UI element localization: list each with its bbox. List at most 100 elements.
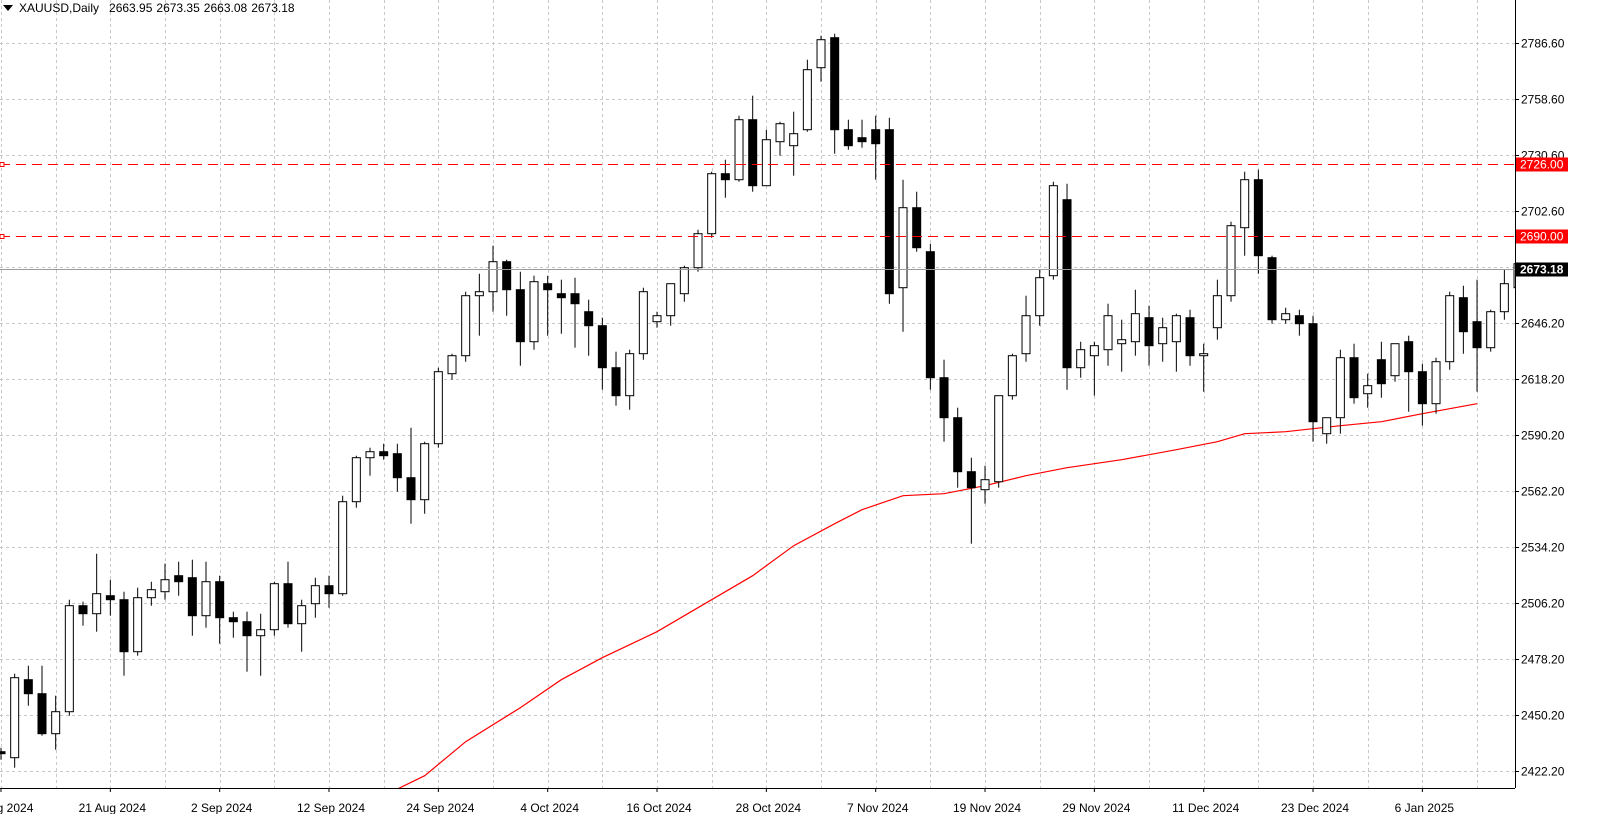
candle-body (51, 711, 61, 735)
candle-body (1431, 361, 1441, 405)
candle-body (174, 575, 184, 583)
candle (283, 561, 293, 628)
candle-body (857, 137, 867, 143)
candle-body (215, 581, 225, 619)
candle-body (379, 451, 389, 457)
candle-body (597, 325, 607, 369)
x-tick-label: 19 Nov 2024 (953, 801, 1021, 814)
candle-body (679, 267, 689, 295)
candle-body (748, 119, 758, 187)
candle-body (515, 289, 525, 343)
candle (201, 561, 211, 628)
candle (1048, 181, 1058, 280)
x-tick-label: 21 Aug 2024 (79, 801, 147, 814)
candle-body (1130, 313, 1140, 343)
candle (365, 447, 375, 476)
candle-body (269, 583, 279, 631)
candle (857, 119, 867, 148)
candle (625, 349, 635, 410)
dropdown-triangle-icon[interactable] (3, 5, 13, 11)
candle-body (966, 471, 976, 489)
candle (1007, 353, 1017, 400)
candle (379, 443, 389, 460)
candle-body (953, 417, 963, 473)
candle-body (652, 315, 662, 323)
candle-body (447, 355, 457, 375)
candle (775, 121, 785, 156)
candle-body (351, 457, 361, 503)
ohlc-open: 2663.95 (109, 1, 153, 15)
chart-header: XAUUSD,Daily 2663.95 2673.35 2663.08 267… (0, 0, 295, 16)
candle-body (474, 291, 484, 297)
candle-body (830, 37, 840, 131)
candle-body (310, 585, 320, 605)
candle-body (720, 173, 730, 181)
candle (1021, 295, 1031, 362)
candle (953, 407, 963, 488)
candle-body (461, 295, 471, 357)
candle (1486, 309, 1496, 352)
candle-body (92, 593, 102, 615)
candle-body (1048, 185, 1058, 277)
candle (556, 279, 566, 334)
candle (611, 351, 621, 406)
candle (1089, 341, 1099, 396)
candle (1390, 343, 1400, 382)
x-tick-label: 2 Sep 2024 (191, 801, 253, 814)
candle (133, 587, 143, 656)
candle (789, 111, 799, 176)
candle-body (666, 283, 676, 317)
candle-body (1363, 385, 1373, 395)
candle-body (625, 353, 635, 397)
candle (10, 673, 20, 768)
candle-body (1486, 311, 1496, 349)
candle (925, 243, 935, 390)
candle-body (502, 261, 512, 291)
current-price-label: 2673.18 (1520, 263, 1564, 277)
candle-body (1171, 315, 1181, 343)
candle-body (1089, 345, 1099, 357)
candle (734, 115, 744, 182)
candle-body (734, 119, 744, 181)
candle-body (23, 679, 33, 695)
candle-body (1212, 295, 1222, 329)
candle-body (256, 629, 266, 637)
candle (871, 115, 881, 180)
plot-area (0, 0, 1515, 788)
candle-body (1117, 339, 1127, 345)
candle-body (105, 595, 115, 601)
candle (1035, 269, 1045, 326)
candle (638, 287, 648, 360)
candle-body (775, 123, 785, 143)
candle (898, 179, 908, 332)
candle (720, 159, 730, 198)
candle (64, 599, 74, 716)
candle-body (1185, 317, 1195, 357)
candle (1171, 313, 1181, 372)
candle (310, 577, 320, 618)
candle (1281, 307, 1291, 324)
candle (1144, 305, 1154, 366)
candle (939, 359, 949, 442)
y-tick-label: 2786.60 (1521, 37, 1565, 51)
candle-body (556, 293, 566, 299)
candle (1185, 309, 1195, 366)
candle-body (1158, 327, 1168, 345)
candle (174, 561, 184, 596)
candle (994, 395, 1004, 488)
candle-body (160, 579, 170, 593)
candle-body (761, 139, 771, 187)
candle-body (1390, 343, 1400, 377)
candle-body (707, 173, 717, 235)
candle (1472, 279, 1482, 392)
candle-body (1281, 313, 1291, 321)
candle-body (884, 129, 894, 295)
moving-average-line (398, 403, 1478, 788)
candle (297, 599, 307, 652)
candle-body (1253, 179, 1263, 257)
candle-body (433, 371, 443, 445)
candle (269, 581, 279, 636)
candle-body (1199, 353, 1209, 357)
